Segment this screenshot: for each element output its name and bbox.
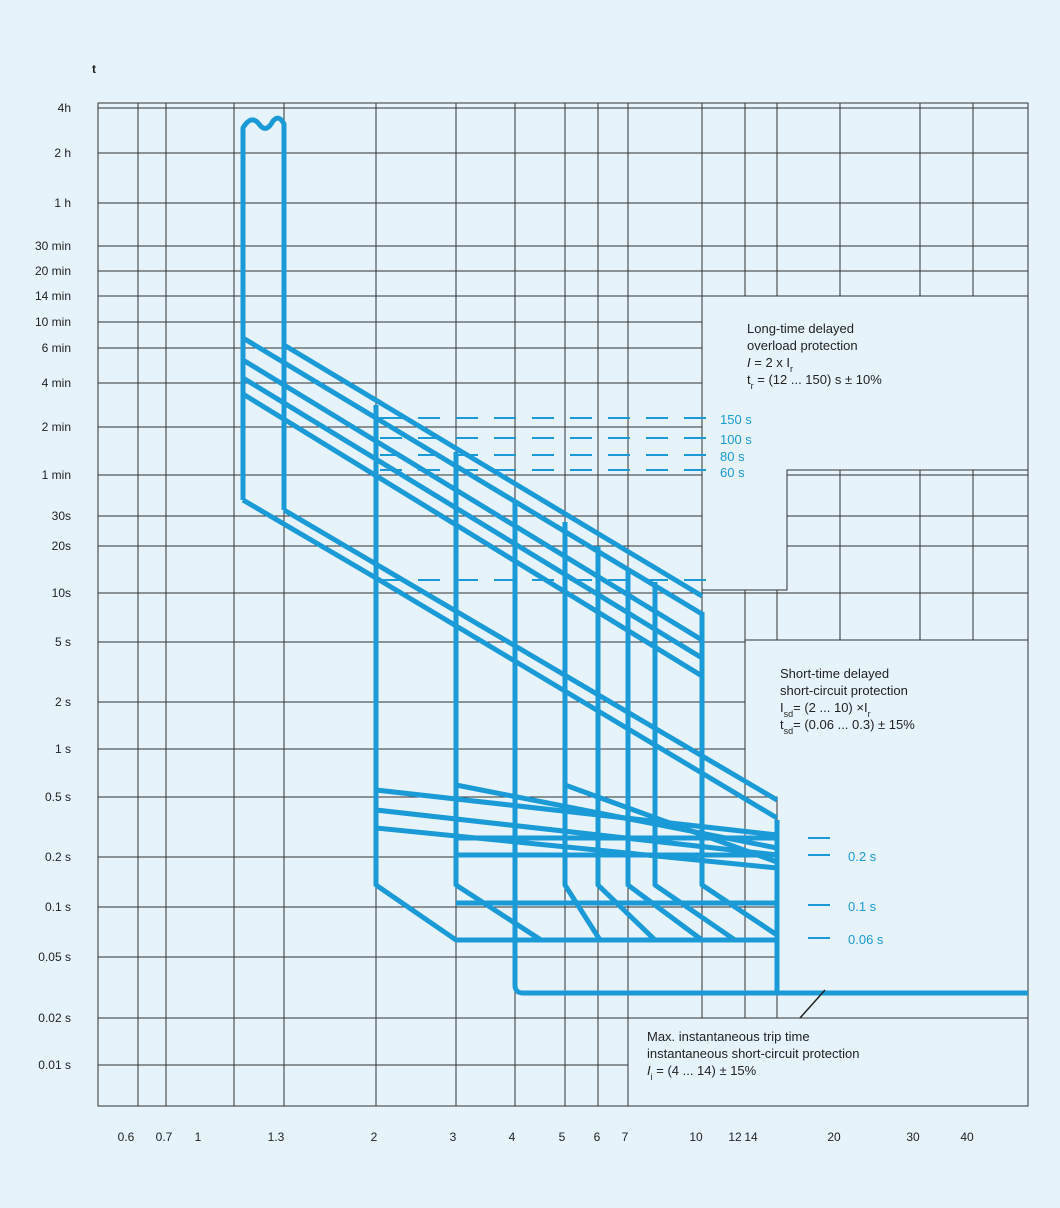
x-tick-label: 0.6 xyxy=(118,1130,135,1144)
x-tick-label: 1 xyxy=(195,1130,202,1144)
x-tick-label: 40 xyxy=(960,1130,974,1144)
curve-label: 60 s xyxy=(720,465,745,480)
x-tick-label: 0.7 xyxy=(156,1130,173,1144)
plot-frame xyxy=(97,102,1029,1107)
annotation-text: r xyxy=(751,381,754,391)
x-tick-label: 2 xyxy=(371,1130,378,1144)
annotation-line: Long-time delayed xyxy=(747,321,854,336)
annotation-text: i xyxy=(651,1072,653,1082)
annotation-text: instantaneous short-circuit protection xyxy=(647,1046,859,1061)
annotation-line: I = 2 x Ir xyxy=(747,355,793,374)
annotation-text: t xyxy=(747,372,751,387)
annotation-text: = 2 x I xyxy=(751,355,790,370)
annotation-text: sd xyxy=(784,709,794,719)
curve-label: 80 s xyxy=(720,449,745,464)
x-tick-label: 20 xyxy=(827,1130,841,1144)
y-tick-label: 0.5 s xyxy=(45,790,71,804)
y-tick-label: 2 h xyxy=(54,146,71,160)
annotation-text: = (0.06 ... 0.3) ± 15% xyxy=(793,717,915,732)
annotation-text: Short-time delayed xyxy=(780,666,889,681)
annotation-boxes xyxy=(627,295,1029,1107)
annotation-line: Ii = (4 ... 14) ± 15% xyxy=(647,1063,757,1082)
y-tick-label: 1 s xyxy=(55,742,71,756)
y-tick-label: 4h xyxy=(58,101,71,115)
x-tick-label: 7 xyxy=(622,1130,629,1144)
annotation-line: tr = (12 ... 150) s ± 10% xyxy=(747,372,882,391)
annotation-line: Isd= (2 ... 10) ×Ir xyxy=(780,700,871,719)
annotation-line: overload protection xyxy=(747,338,858,353)
leader-line xyxy=(799,989,826,1019)
x-tick-label: 5 xyxy=(559,1130,566,1144)
curve-label: 0.1 s xyxy=(848,899,877,914)
trip-curves xyxy=(240,115,1028,996)
annotation-line: Max. instantaneous trip time xyxy=(647,1029,810,1044)
annotation-text: Long-time delayed xyxy=(747,321,854,336)
annotation-text: Max. instantaneous trip time xyxy=(647,1029,810,1044)
y-tick-label: 0.1 s xyxy=(45,900,71,914)
x-tick-label: 6 xyxy=(594,1130,601,1144)
x-tick-label: 10 xyxy=(689,1130,703,1144)
x-tick-label: 1.3 xyxy=(268,1130,285,1144)
y-tick-label: 1 min xyxy=(42,468,71,482)
y-tick-label: 10 min xyxy=(35,315,71,329)
y-tick-label: 4 min xyxy=(42,376,71,390)
y-tick-label: 10s xyxy=(52,586,71,600)
y-tick-label: 30 min xyxy=(35,239,71,253)
y-tick-label: 0.01 s xyxy=(38,1058,71,1072)
curve-label: 100 s xyxy=(720,432,752,447)
annotation-line: tsd= (0.06 ... 0.3) ± 15% xyxy=(780,717,915,736)
curve-label: 0.06 s xyxy=(848,932,884,947)
annotation-text: r xyxy=(790,364,793,374)
annotation-text: = (12 ... 150) s ± 10% xyxy=(754,372,883,387)
annotation-text: = (2 ... 10) ×I xyxy=(793,700,867,715)
x-tick-label: 14 xyxy=(744,1130,758,1144)
x-tick-label: 30 xyxy=(906,1130,920,1144)
annotation-text: t xyxy=(780,717,784,732)
curve-label: 150 s xyxy=(720,412,752,427)
curve-label: 0.2 s xyxy=(848,849,877,864)
y-tick-label: 0.2 s xyxy=(45,850,71,864)
annotation-text: I xyxy=(747,355,751,370)
y-tick-label: 30s xyxy=(52,509,71,523)
annotation-text: I xyxy=(780,700,784,715)
y-tick-label: 20 min xyxy=(35,264,71,278)
annotation-text: r xyxy=(868,709,871,719)
y-tick-label: 2 min xyxy=(42,420,71,434)
x-tick-label: 12 xyxy=(728,1130,742,1144)
y-tick-label: 6 min xyxy=(42,341,71,355)
annotation-text: short-circuit protection xyxy=(780,683,908,698)
annotation-text: = (4 ... 14) ± 15% xyxy=(653,1063,757,1078)
annotation-line: instantaneous short-circuit protection xyxy=(647,1046,859,1061)
y-tick-label: 5 s xyxy=(55,635,71,649)
y-tick-label: 0.02 s xyxy=(38,1011,71,1025)
x-tick-label: 4 xyxy=(509,1130,516,1144)
y-tick-label: 1 h xyxy=(54,196,71,210)
annotation-line: short-circuit protection xyxy=(780,683,908,698)
y-tick-label: 14 min xyxy=(35,289,71,303)
y-tick-label: 2 s xyxy=(55,695,71,709)
annotation-text: sd xyxy=(784,726,794,736)
y-tick-label: 0.05 s xyxy=(38,950,71,964)
y-axis-title: t xyxy=(92,62,96,76)
x-tick-label: 3 xyxy=(450,1130,457,1144)
annotation-text: I xyxy=(647,1063,651,1078)
annotation-text: overload protection xyxy=(747,338,858,353)
annotation-line: Short-time delayed xyxy=(780,666,889,681)
y-tick-label: 20s xyxy=(52,539,71,553)
